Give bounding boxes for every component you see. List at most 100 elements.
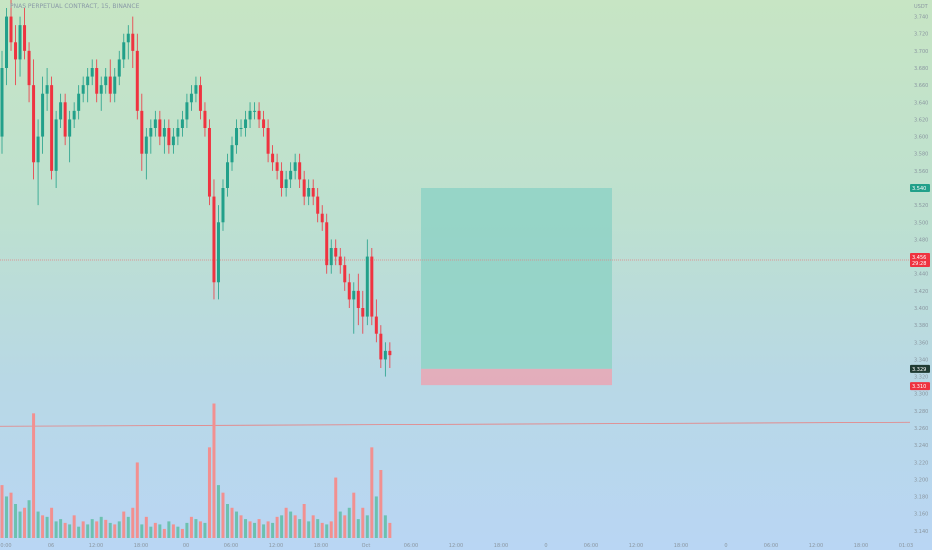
candle xyxy=(171,128,175,154)
volume-bar xyxy=(235,511,239,538)
candle-body xyxy=(104,76,108,86)
candle-body xyxy=(144,136,148,154)
candle xyxy=(149,119,153,154)
volume-bar xyxy=(18,511,22,538)
candle-body xyxy=(253,110,257,112)
candle xyxy=(99,76,103,111)
volume-bar xyxy=(122,511,126,538)
volume-bar xyxy=(374,496,378,538)
target-zone xyxy=(421,188,612,369)
candle-body xyxy=(302,179,306,197)
volume-bar xyxy=(72,515,76,538)
candle xyxy=(388,342,392,368)
volume-bar xyxy=(63,522,67,538)
candle xyxy=(271,145,275,171)
volume-bar xyxy=(343,515,347,538)
long-position-tool[interactable] xyxy=(421,188,612,386)
candle-body xyxy=(235,128,239,146)
candle-body xyxy=(68,119,72,137)
time-tick-label: 06:00 xyxy=(584,543,598,549)
price-axis[interactable]: 3.740 3.720 3.700 3.680 3.660 3.640 3.620 3.600… xyxy=(914,15,928,535)
candle xyxy=(0,50,4,154)
candle-body xyxy=(379,333,383,360)
volume-bar xyxy=(370,447,374,538)
candle xyxy=(239,119,243,137)
volume-bar xyxy=(289,511,293,538)
price-tick-label: 3.200 xyxy=(914,477,928,483)
price-tick-label: 3.580 xyxy=(914,152,928,158)
candle xyxy=(207,119,211,206)
target-price-tag-bg xyxy=(910,184,930,192)
volume-bar xyxy=(388,522,392,538)
candle-body xyxy=(63,102,67,137)
candle-body xyxy=(18,25,22,60)
candle xyxy=(361,290,365,334)
candle xyxy=(320,205,324,231)
volume-bar xyxy=(334,477,338,538)
volume-bar xyxy=(117,521,121,538)
candle-body xyxy=(257,110,261,120)
volume-bar xyxy=(32,413,36,538)
candle-body xyxy=(99,85,103,94)
price-lines xyxy=(0,259,911,427)
time-tick-label: 0 xyxy=(724,543,727,549)
candle-body xyxy=(77,93,81,111)
volume-bar xyxy=(361,507,365,538)
time-axis[interactable]: 0:00 06 12:00 18:00 00 06:00 12:00 18:00 Oct 06:0… xyxy=(0,543,913,549)
candle xyxy=(343,256,347,291)
candle-body xyxy=(36,136,40,163)
price-tick-label: 3.300 xyxy=(914,392,928,398)
candle-body xyxy=(140,110,144,154)
volume-bar xyxy=(230,507,234,538)
candle-body xyxy=(113,76,117,94)
time-tick-label: 18:00 xyxy=(134,543,148,549)
candle xyxy=(280,162,284,197)
candle xyxy=(113,68,117,103)
price-tick-label: 3.380 xyxy=(914,323,928,329)
volume-bar xyxy=(108,522,112,538)
candle xyxy=(248,102,252,128)
candle xyxy=(14,25,18,86)
volume-bar xyxy=(203,522,207,538)
volume-bar xyxy=(338,511,342,538)
candle xyxy=(72,102,76,128)
volume-bar xyxy=(158,524,162,538)
candle-body xyxy=(122,42,126,60)
price-tick-label: 3.440 xyxy=(914,272,928,278)
chart-title: PNAS PERPETUAL CONTRACT, 15, BINANCE xyxy=(10,3,140,10)
price-tick-label: 3.560 xyxy=(914,169,928,175)
price-tick-label: 3.600 xyxy=(914,135,928,141)
volume-bar xyxy=(298,519,302,538)
volume-bar xyxy=(216,485,220,538)
candle xyxy=(104,68,108,94)
candle-body xyxy=(365,256,369,317)
candle xyxy=(50,76,54,180)
price-tick-label: 3.260 xyxy=(914,426,928,432)
candle-body xyxy=(207,128,211,197)
candle-body xyxy=(361,308,365,317)
volume-bar xyxy=(212,403,216,538)
stop-price-tag: 3.310 xyxy=(912,384,926,390)
price-tick-label: 3.140 xyxy=(914,529,928,535)
volume-bar xyxy=(383,515,387,538)
volume-bar xyxy=(320,522,324,538)
candle-body xyxy=(108,76,112,94)
candle-body xyxy=(203,110,207,128)
volume-bar xyxy=(221,492,225,538)
price-tick-label: 3.740 xyxy=(914,15,928,21)
candle-body xyxy=(320,213,324,223)
volume-bar xyxy=(275,516,279,538)
candle-body xyxy=(266,128,270,154)
candle-body xyxy=(14,42,18,60)
volume-bar xyxy=(307,521,311,538)
volume-bar xyxy=(131,507,135,538)
candle-body xyxy=(131,33,135,51)
candle xyxy=(262,110,266,137)
candle xyxy=(167,119,171,154)
candle xyxy=(54,110,58,188)
volume-bar xyxy=(266,521,270,538)
candle-body xyxy=(338,256,342,266)
candle xyxy=(153,110,157,137)
